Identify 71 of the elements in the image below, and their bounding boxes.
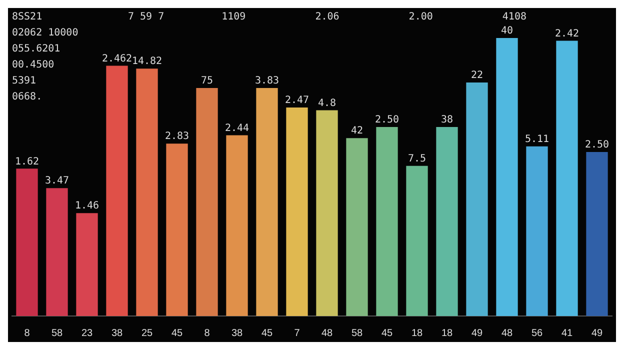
text: 2.06 [315, 12, 340, 23]
bar [16, 168, 38, 316]
annotation: 3.83 [254, 76, 280, 87]
bar [496, 38, 518, 316]
annotation: 7.5 [408, 153, 426, 164]
x-tick-label: 58 [51, 328, 63, 339]
bar [136, 68, 158, 316]
x-tick-label: 23 [81, 328, 93, 339]
x-tick-label: 45 [381, 328, 393, 339]
text: 7 59 7 [128, 12, 164, 23]
annotation: 4.8 [318, 98, 336, 109]
bar [586, 152, 608, 316]
text: 8SS21 [12, 12, 42, 23]
bar [466, 82, 488, 316]
annotation: 5391 [12, 76, 36, 87]
x-tick-label: 48 [321, 328, 333, 339]
x-tick-label: 18 [411, 328, 423, 339]
bar [376, 126, 398, 316]
x-tick-label: 8 [24, 328, 30, 339]
bar [46, 188, 68, 316]
bar [526, 146, 548, 316]
annotation: 22 [470, 70, 484, 82]
x-tick-label: 38 [231, 328, 243, 339]
x-tick-label: 18 [441, 328, 453, 339]
text: 2.00 [408, 12, 433, 23]
x-tick-label: 58 [351, 328, 363, 339]
annotation: 02062 10000 [12, 28, 78, 39]
annotation: 38 [440, 114, 454, 126]
x-tick-label: 48 [501, 328, 513, 339]
x-tick-label: 38 [111, 328, 123, 339]
x-tick-label: 45 [261, 328, 273, 339]
annotation: 14.82 [132, 56, 162, 68]
bar [286, 108, 308, 316]
bar [76, 213, 98, 316]
annotation: 055.6201 [12, 44, 60, 55]
bar [226, 135, 248, 316]
annotation: 1.46 [74, 200, 100, 212]
annotation: 2.462 [102, 53, 132, 64]
annotation: 00.4500 [12, 60, 54, 71]
annotation: 3.47 [44, 176, 70, 187]
annotation: 5.11 [524, 134, 550, 146]
x-tick-label: 25 [141, 328, 153, 339]
x-tick-label: 7 [294, 328, 300, 339]
annotation: 1.62 [14, 156, 40, 168]
bar [316, 110, 338, 316]
bar [406, 166, 428, 316]
bar [556, 40, 578, 316]
x-tick-label: 8 [204, 328, 210, 339]
annotation: 2.50 [374, 114, 400, 126]
annotation: 2.42 [554, 28, 580, 40]
text: 40 [500, 26, 514, 37]
annotation: 42 [350, 126, 364, 137]
bar [436, 126, 458, 316]
annotation: 75 [200, 76, 214, 87]
annotation: 0668. [12, 92, 42, 103]
x-tick-label: 49 [471, 328, 483, 339]
x-tick-label: 49 [591, 328, 603, 339]
annotation: 2.83 [164, 131, 190, 142]
annotation: 2.44 [224, 122, 250, 134]
bar [346, 138, 368, 316]
text: 4108 [502, 12, 526, 23]
bar [196, 88, 218, 316]
text: 1109 [222, 12, 246, 23]
bar [106, 66, 128, 316]
bar [166, 144, 188, 316]
bar [256, 88, 278, 316]
x-tick-label: 45 [171, 328, 183, 339]
annotation: 2.47 [284, 95, 310, 106]
x-tick-label: 56 [531, 328, 543, 339]
x-tick-label: 41 [561, 328, 573, 339]
annotation: 2.50 [584, 140, 610, 151]
